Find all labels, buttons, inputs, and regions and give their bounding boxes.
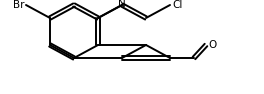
Text: N: N: [118, 0, 126, 9]
Text: Br: Br: [12, 0, 24, 10]
Text: O: O: [208, 40, 216, 50]
Text: Cl: Cl: [172, 0, 182, 10]
